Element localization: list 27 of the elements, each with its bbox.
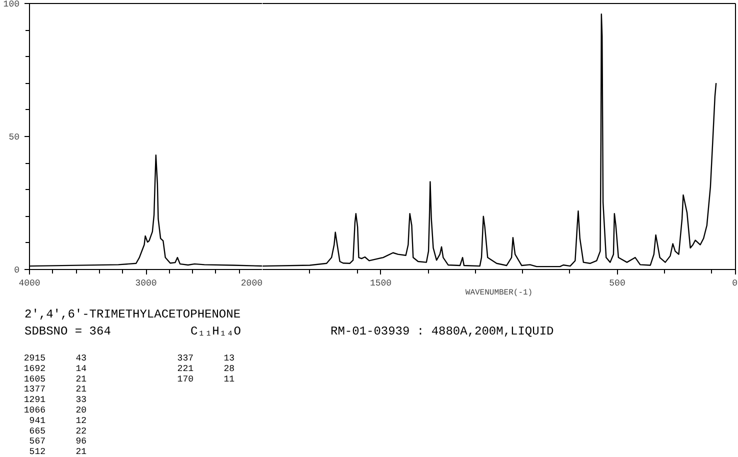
text: 941 12 (29, 416, 87, 426)
text: 1605 21 (24, 374, 87, 384)
y-tick-label: 100 (3, 0, 20, 10)
text: 1291 33 (24, 395, 87, 406)
text: 1377 21 (24, 384, 87, 395)
text: 2915 43 (24, 354, 87, 364)
text: SDBSNO = 364 (24, 324, 111, 338)
text: 567 96 (29, 436, 87, 447)
text: RM-01-03939 : 4880A,200M,LIQUID (330, 324, 554, 338)
x-tick-label: 1500 (370, 278, 392, 288)
text: 1692 14 (24, 364, 87, 374)
x-tick-label: 3000 (135, 278, 157, 288)
text: 170 11 (177, 374, 235, 384)
x-axis-title: WAVENUMBER(-1) (465, 288, 533, 298)
text: 337 13 (177, 354, 235, 364)
text: C₁₁H₁₄O (190, 324, 241, 338)
text: 1066 20 (24, 406, 87, 416)
x-tick-label: 2000 (240, 278, 263, 288)
x-tick-label: 500 (609, 278, 626, 288)
text: 665 22 (29, 426, 87, 436)
y-tick-label: 50 (8, 132, 20, 142)
x-tick-label: 0 (732, 278, 738, 288)
y-tick-label: 0 (14, 266, 20, 276)
text: 221 28 (177, 364, 235, 374)
text: 512 21 (29, 447, 87, 457)
text: 2',4',6'-TRIMETHYLACETOPHENONE (24, 308, 241, 322)
x-tick-label: 4000 (18, 278, 40, 288)
